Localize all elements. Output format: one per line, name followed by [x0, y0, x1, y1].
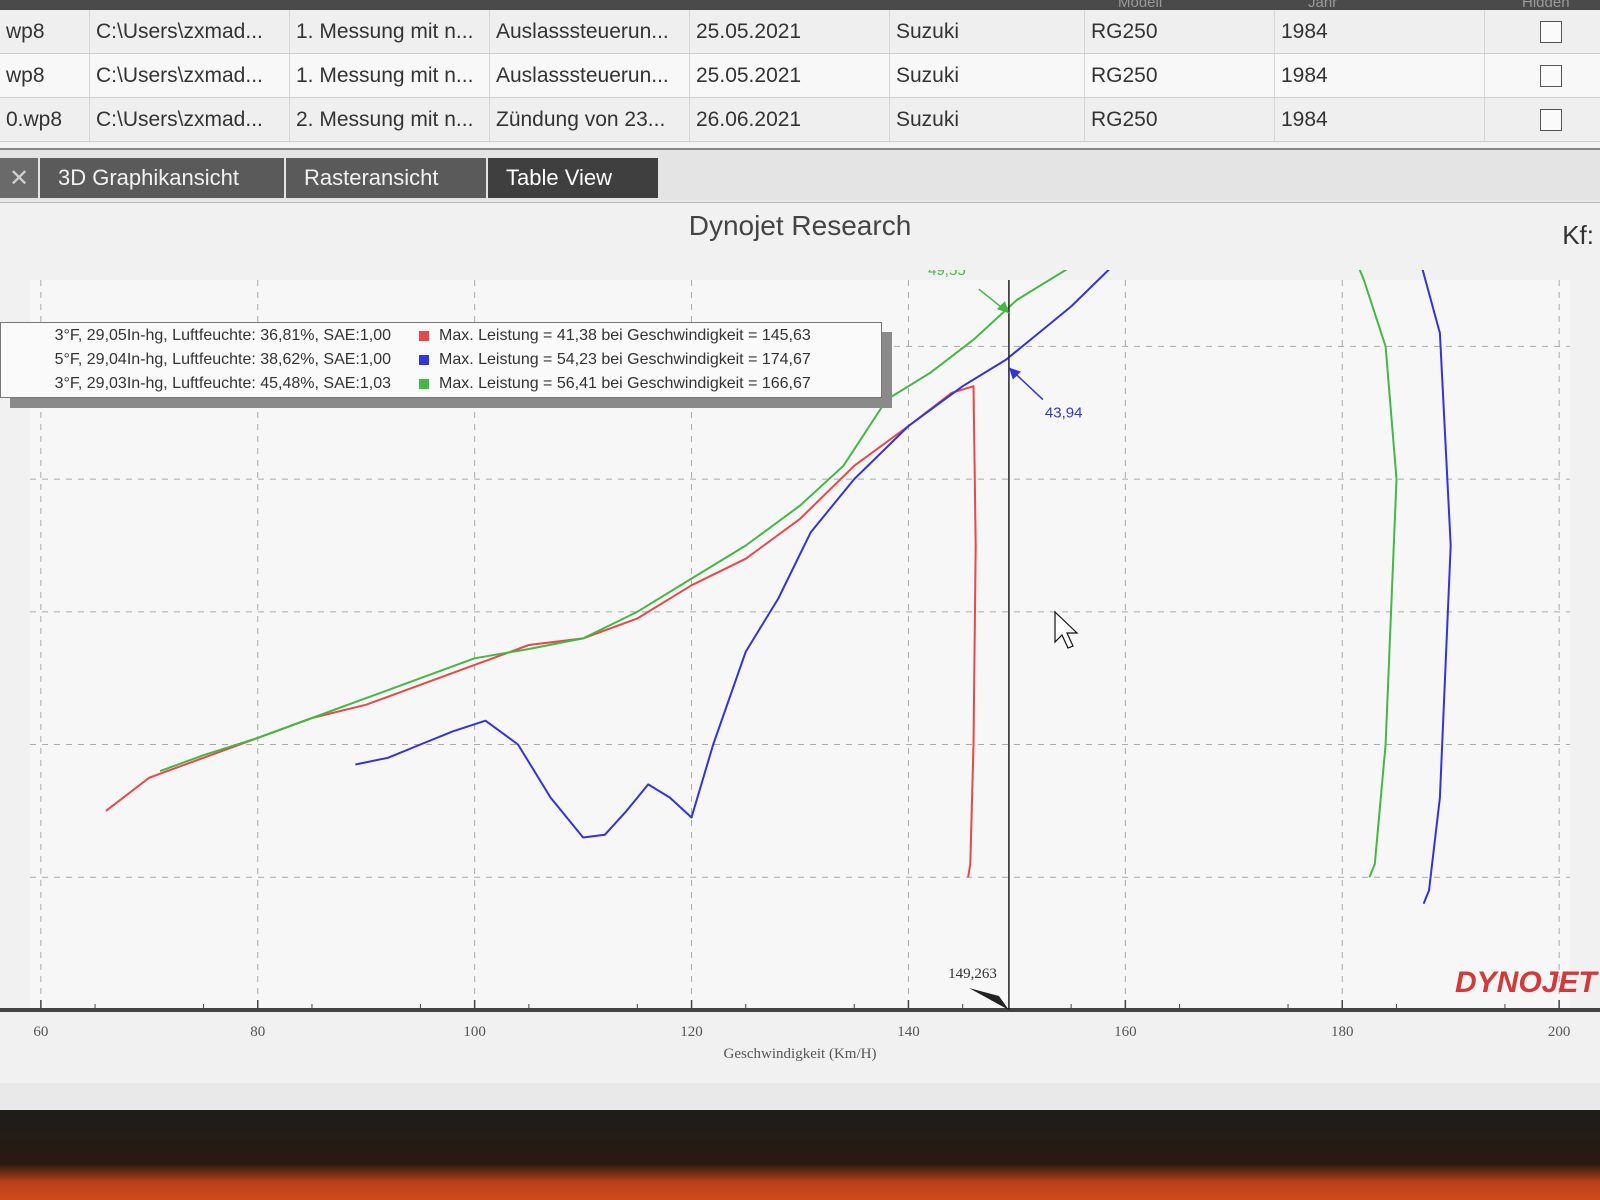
- series-line-2: [355, 270, 1452, 905]
- legend-text: Max. Leistung = 54,23 bei Geschwindigkei…: [439, 351, 811, 368]
- table-header: [0, 0, 1600, 10]
- plot-area: [30, 280, 1570, 1010]
- hidden-checkbox[interactable]: [1540, 21, 1562, 43]
- cell-file: wp8: [0, 10, 90, 53]
- header-hidden[interactable]: Hidden: [1522, 0, 1570, 11]
- taskbar: [0, 1110, 1600, 1200]
- dynojet-logo: DYNOJET: [1455, 966, 1599, 999]
- x-tick-label: 60: [33, 1024, 48, 1040]
- kf-label: Kf:: [1562, 220, 1594, 250]
- legend-entry: 3°F, 29,05In-hg, Luftfeuchte: 36,81%, SA…: [1, 324, 881, 348]
- cell-path: C:\Users\zxmad...: [90, 54, 290, 97]
- cell-comment: 1. Messung mit n...: [290, 54, 490, 97]
- cell-comment: 2. Messung mit n...: [290, 98, 490, 141]
- cell-year: 1984: [1275, 54, 1485, 97]
- header-year[interactable]: Jahr: [1308, 0, 1338, 11]
- cell-date: 25.05.2021: [690, 54, 890, 97]
- cell-date: 25.05.2021: [690, 10, 890, 53]
- cell-brand: Suzuki: [890, 54, 1085, 97]
- cell-brand: Suzuki: [890, 10, 1085, 53]
- legend-conditions: 3°F, 29,05In-hg, Luftfeuchte: 36,81%, SA…: [54, 327, 391, 344]
- measurement-cursor: 149,263 49,55 43,94: [928, 270, 1082, 1010]
- cursor-x-arrow: [968, 988, 1009, 1010]
- chart-series: [105, 270, 1452, 905]
- x-tick-label: 160: [1114, 1024, 1137, 1040]
- cell-path: C:\Users\zxmad...: [90, 10, 290, 53]
- cursor-x-readout: 149,263: [948, 966, 997, 982]
- legend-text: Max. Leistung = 41,38 bei Geschwindigkei…: [439, 327, 811, 344]
- header-model[interactable]: Modell: [1118, 0, 1163, 11]
- cell-info: Auslasssteuerun...: [490, 54, 690, 97]
- cell-brand: Suzuki: [890, 98, 1085, 141]
- mouse-pointer-icon: [1054, 610, 1079, 649]
- legend-text: Max. Leistung = 56,41 bei Geschwindigkei…: [439, 375, 811, 392]
- cell-info: Auslasssteuerun...: [490, 10, 690, 53]
- hidden-checkbox[interactable]: [1540, 65, 1562, 87]
- legend-swatch: [419, 331, 429, 341]
- x-tick-label: 180: [1331, 1024, 1354, 1040]
- cell-model: RG250: [1085, 98, 1275, 141]
- chart-title: Dynojet Research: [688, 210, 912, 241]
- legend-entry: 3°F, 29,03In-hg, Luftfeuchte: 45,48%, SA…: [1, 372, 881, 396]
- cell-path: C:\Users\zxmad...: [90, 98, 290, 141]
- cell-info: Zündung von 23...: [490, 98, 690, 141]
- chart-grid: [30, 280, 1570, 1011]
- close-icon[interactable]: ✕: [0, 158, 38, 198]
- x-tick-label: 80: [250, 1024, 265, 1040]
- green-cursor-value: 49,55: [928, 270, 966, 279]
- tab-rasteransicht[interactable]: Rasteransicht: [286, 158, 486, 198]
- x-tick-label: 120: [680, 1024, 703, 1040]
- view-tab-bar: ✕ 3D Graphikansicht Rasteransicht Table …: [0, 150, 1600, 200]
- x-tick-label: 140: [897, 1024, 920, 1040]
- cell-year: 1984: [1275, 10, 1485, 53]
- cell-year: 1984: [1275, 98, 1485, 141]
- cell-file: 0.wp8: [0, 98, 90, 141]
- x-axis: 60 80 100 120 140 160 180 200 Geschwindigkeit (K…: [0, 966, 1600, 1062]
- x-tick-label: 100: [463, 1024, 486, 1040]
- dyno-chart[interactable]: 60 80 100 120 140 160 180 200 Geschwindigkeit (K…: [0, 270, 1600, 1070]
- x-axis-label: Geschwindigkeit (Km/H): [724, 1046, 877, 1062]
- legend-swatch: [419, 355, 429, 365]
- blue-arrowhead: [1008, 367, 1021, 380]
- table-row[interactable]: 0.wp8 C:\Users\zxmad... 2. Messung mit n…: [0, 98, 1600, 142]
- chart-legend: 3°F, 29,05In-hg, Luftfeuchte: 36,81%, SA…: [0, 322, 882, 398]
- cell-model: RG250: [1085, 10, 1275, 53]
- legend-swatch: [419, 379, 429, 389]
- x-tick-label: 200: [1548, 1024, 1571, 1040]
- tab-3d-graphikansicht[interactable]: 3D Graphikansicht: [40, 158, 284, 198]
- legend-entry: 5°F, 29,04In-hg, Luftfeuchte: 38,62%, SA…: [1, 348, 881, 372]
- table-row[interactable]: wp8 C:\Users\zxmad... 1. Messung mit n..…: [0, 10, 1600, 54]
- cell-comment: 1. Messung mit n...: [290, 10, 490, 53]
- legend-conditions: 5°F, 29,04In-hg, Luftfeuchte: 38,62%, SA…: [54, 351, 391, 368]
- blue-cursor-value: 43,94: [1045, 405, 1083, 422]
- cell-model: RG250: [1085, 54, 1275, 97]
- series-line-3: [159, 270, 1398, 878]
- legend-conditions: 3°F, 29,03In-hg, Luftfeuchte: 45,48%, SA…: [54, 375, 391, 392]
- cell-date: 26.06.2021: [690, 98, 890, 141]
- cell-file: wp8: [0, 54, 90, 97]
- screen: Modell Jahr Hidden wp8 C:\Users\zxmad...…: [0, 0, 1600, 1110]
- tab-table-view[interactable]: Table View: [488, 158, 658, 198]
- hidden-checkbox[interactable]: [1540, 109, 1562, 131]
- green-arrowhead: [996, 301, 1009, 314]
- run-table: Modell Jahr Hidden wp8 C:\Users\zxmad...…: [0, 0, 1600, 150]
- table-row[interactable]: wp8 C:\Users\zxmad... 1. Messung mit n..…: [0, 54, 1600, 98]
